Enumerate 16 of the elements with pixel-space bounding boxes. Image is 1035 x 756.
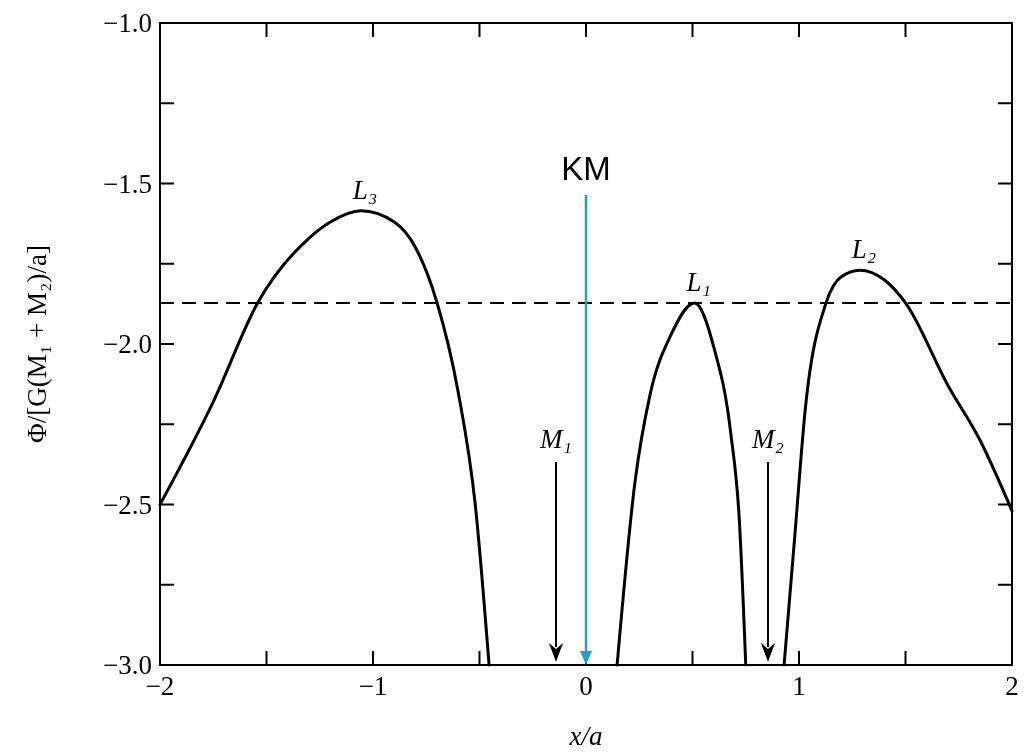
y-axis-title: Φ/[G(M₁ + M₂)/a] <box>22 245 52 443</box>
x-tick-label: 2 <box>1005 671 1019 701</box>
annotation: M₁ <box>539 424 572 454</box>
annotation: M₂ <box>751 424 784 454</box>
y-tick-label: −2.0 <box>103 329 152 359</box>
y-tick-label: −1.0 <box>103 8 152 38</box>
annotation: L₂ <box>850 234 877 265</box>
annotation: L₃ <box>351 174 378 205</box>
ref-line-label: KM <box>561 150 611 187</box>
x-axis-title: x/a <box>568 721 603 751</box>
annotation: L₁ <box>685 266 711 297</box>
y-tick-label: −2.5 <box>103 489 152 520</box>
x-tick-label: 0 <box>579 671 593 701</box>
x-tick-label: −1 <box>358 671 388 701</box>
x-tick-label: 1 <box>792 671 806 701</box>
y-tick-label: −1.5 <box>103 168 152 199</box>
